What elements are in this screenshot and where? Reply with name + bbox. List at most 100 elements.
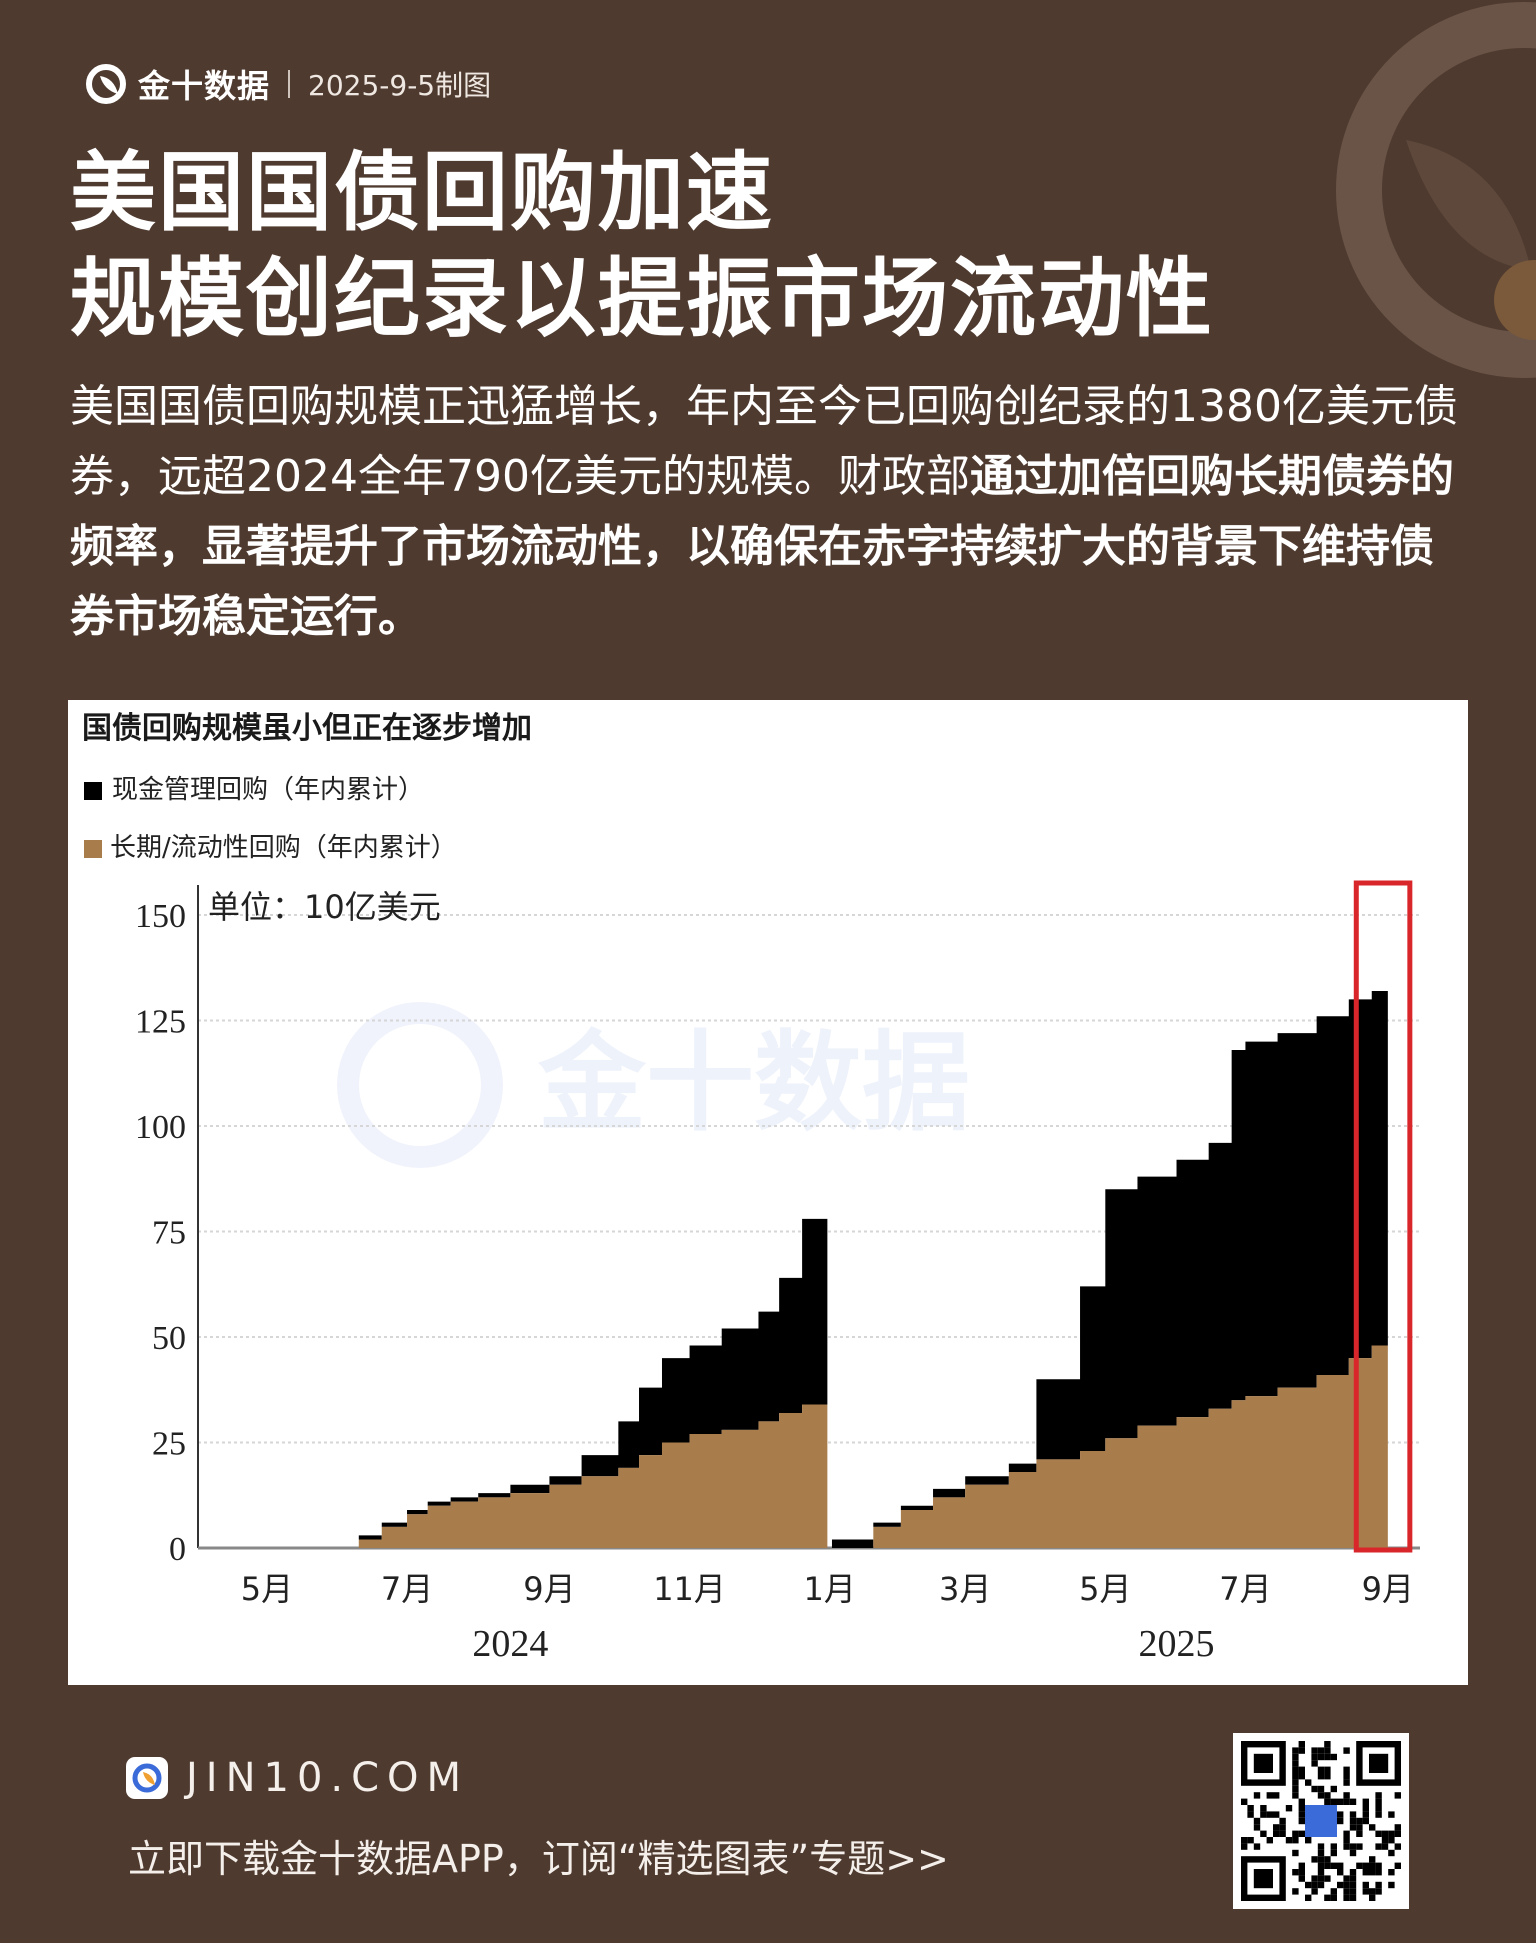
y-tick-label: 125 xyxy=(135,1004,186,1041)
qr-module xyxy=(1394,1843,1401,1850)
qr-module xyxy=(1362,1869,1369,1876)
qr-module xyxy=(1292,1869,1299,1876)
download-cta[interactable]: 立即下载金十数据APP，订阅“精选图表”专题>> xyxy=(128,1837,949,1881)
y-tick-label: 50 xyxy=(152,1320,186,1357)
background-logo-icon xyxy=(1336,2,1536,378)
qr-module xyxy=(1285,1837,1293,1844)
qr-module xyxy=(1273,1811,1280,1818)
qr-module xyxy=(1292,1766,1299,1773)
qr-module xyxy=(1292,1779,1299,1786)
qr-module xyxy=(1305,1881,1312,1889)
qr-module xyxy=(1330,1798,1337,1805)
qr-module xyxy=(1298,1747,1305,1754)
qr-module xyxy=(1292,1837,1299,1844)
qr-module xyxy=(1381,1837,1389,1844)
qr-module xyxy=(1362,1811,1369,1818)
qr-module xyxy=(1292,1760,1299,1767)
qr-module xyxy=(1388,1869,1395,1876)
qr-finder xyxy=(1369,1753,1389,1773)
unit-label: 单位：10亿美元 xyxy=(208,888,441,926)
qr-module xyxy=(1337,1817,1344,1825)
qr-module xyxy=(1292,1830,1299,1837)
title-line-2: 规模创纪录以提振市场流动性 xyxy=(70,249,1214,349)
qr-module xyxy=(1388,1837,1395,1844)
qr-module xyxy=(1394,1830,1401,1837)
qr-module xyxy=(1273,1830,1280,1837)
qr-module xyxy=(1343,1766,1350,1773)
qr-module xyxy=(1311,1856,1318,1863)
qr-module xyxy=(1298,1875,1305,1882)
qr-module xyxy=(1285,1805,1293,1812)
page-title: 美国国债回购加速 规模创纪录以提振市场流动性 xyxy=(70,140,1270,352)
qr-module xyxy=(1343,1837,1350,1844)
qr-module xyxy=(1292,1888,1299,1895)
qr-module xyxy=(1305,1779,1312,1786)
qr-module xyxy=(1324,1875,1331,1882)
qr-code[interactable] xyxy=(1233,1733,1409,1909)
qr-module xyxy=(1356,1817,1363,1825)
qr-module xyxy=(1292,1785,1299,1793)
qr-module xyxy=(1292,1792,1299,1799)
y-tick-label: 75 xyxy=(152,1215,186,1252)
year-label: 2025 xyxy=(1139,1623,1215,1665)
qr-module xyxy=(1330,1849,1337,1857)
qr-module xyxy=(1253,1792,1261,1799)
qr-module xyxy=(1349,1811,1357,1818)
qr-module xyxy=(1388,1849,1395,1857)
qr-module xyxy=(1337,1811,1344,1818)
qr-module xyxy=(1330,1862,1337,1869)
qr-module xyxy=(1298,1805,1305,1812)
x-tick-label: 5月 xyxy=(241,1570,293,1608)
qr-module xyxy=(1317,1849,1325,1857)
legend-label-cash: 现金管理回购（年内累计） xyxy=(112,775,424,805)
qr-module xyxy=(1343,1779,1350,1786)
qr-module xyxy=(1349,1849,1357,1857)
qr-module xyxy=(1330,1894,1337,1901)
qr-module xyxy=(1317,1792,1325,1799)
qr-module xyxy=(1324,1741,1331,1748)
qr-module xyxy=(1343,1881,1350,1889)
qr-module xyxy=(1343,1773,1350,1780)
qr-module xyxy=(1349,1894,1357,1901)
area-longterm-2025 xyxy=(831,1337,1388,1548)
qr-module xyxy=(1362,1881,1369,1889)
qr-module xyxy=(1317,1856,1325,1863)
qr-module xyxy=(1317,1785,1325,1793)
qr-module xyxy=(1394,1824,1401,1831)
qr-module xyxy=(1298,1817,1305,1825)
qr-module xyxy=(1362,1817,1369,1825)
legend-label-longterm: 长期/流动性回购（年内累计） xyxy=(110,833,457,863)
qr-module xyxy=(1298,1766,1305,1773)
qr-module xyxy=(1375,1811,1382,1818)
stacked-area-chart: 国债回购规模虽小但正在逐步增加 现金管理回购（年内累计） 长期/流动性回购（年内… xyxy=(82,711,1420,1665)
qr-code-icon xyxy=(1241,1741,1401,1901)
qr-module xyxy=(1343,1830,1350,1837)
qr-module xyxy=(1375,1843,1382,1850)
qr-module xyxy=(1362,1798,1369,1805)
qr-module xyxy=(1298,1773,1305,1780)
qr-module xyxy=(1317,1843,1325,1850)
qr-module xyxy=(1349,1869,1357,1876)
qr-module xyxy=(1273,1792,1280,1799)
qr-module xyxy=(1343,1888,1350,1895)
qr-module xyxy=(1247,1811,1254,1818)
qr-module xyxy=(1362,1862,1369,1869)
qr-module xyxy=(1279,1830,1286,1837)
watermark-text: 金十数据 xyxy=(537,1021,970,1146)
qr-module xyxy=(1298,1798,1305,1805)
qr-module xyxy=(1375,1798,1382,1805)
qr-module xyxy=(1317,1875,1325,1882)
qr-module xyxy=(1324,1894,1331,1901)
qr-module xyxy=(1298,1862,1305,1869)
qr-module xyxy=(1253,1824,1261,1831)
x-tick-label: 9月 xyxy=(1362,1570,1414,1608)
x-tick-label: 7月 xyxy=(1219,1570,1271,1608)
x-tick-label: 7月 xyxy=(381,1570,433,1608)
qr-module xyxy=(1311,1753,1318,1761)
footer-domain[interactable]: JIN10.COM xyxy=(186,1755,470,1801)
qr-module xyxy=(1311,1760,1318,1767)
qr-module xyxy=(1311,1875,1318,1882)
qr-module xyxy=(1317,1869,1325,1876)
qr-module xyxy=(1343,1792,1350,1799)
qr-module xyxy=(1311,1747,1318,1754)
